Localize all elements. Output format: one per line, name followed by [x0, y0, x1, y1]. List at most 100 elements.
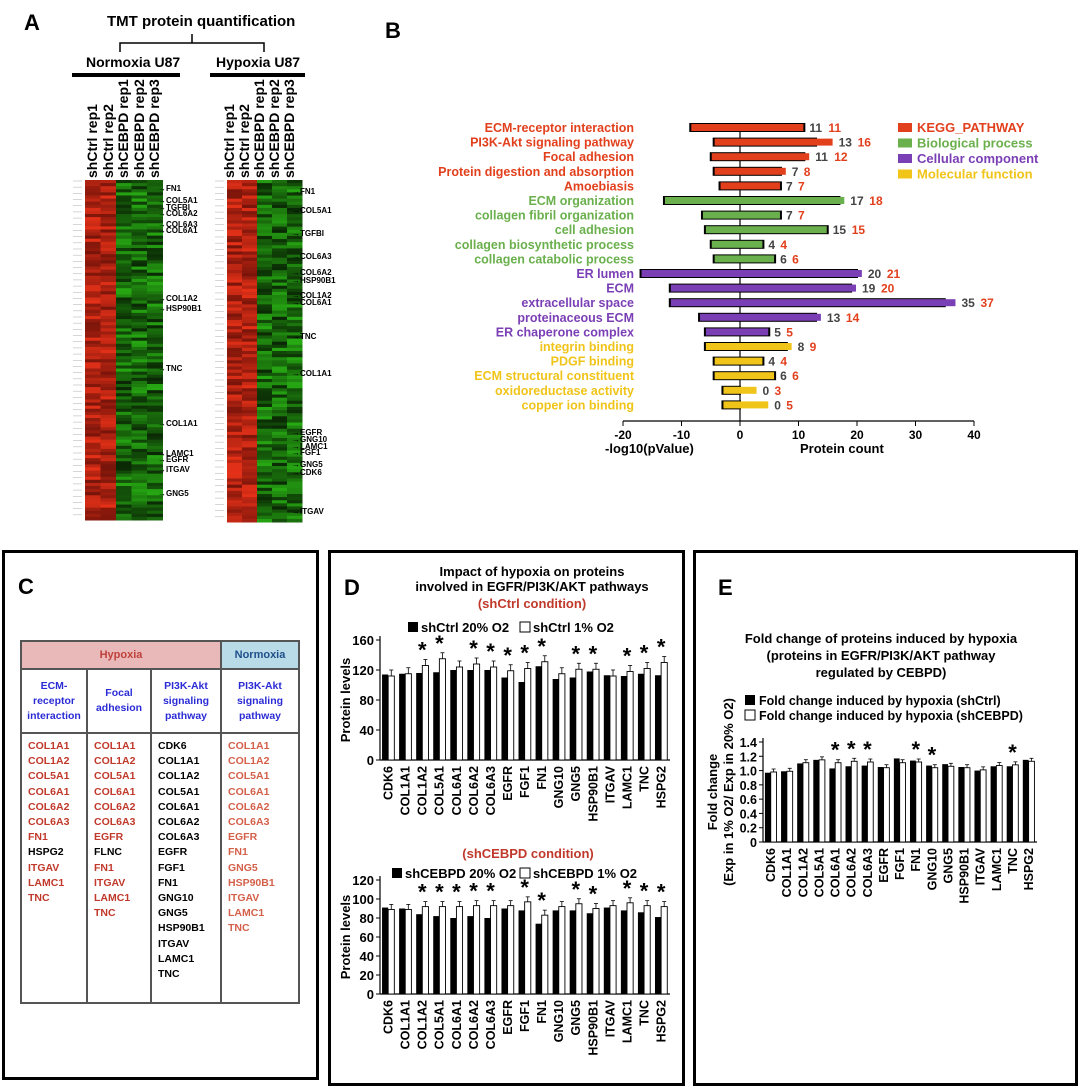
heatmap-cell: [272, 204, 288, 209]
heatmap-cell: [272, 251, 288, 256]
heatmap-cell: [227, 183, 243, 187]
heatmap-cell: [100, 248, 117, 252]
significance-star: *: [486, 879, 495, 904]
heatmap-cell: [131, 226, 148, 230]
heatmap-cell: [147, 377, 163, 382]
count-red: 12: [834, 150, 848, 164]
heatmap-cell: [272, 304, 288, 308]
heatmap-cell: [85, 498, 101, 502]
heatmap1-gene-label: →COL6A2: [158, 209, 198, 218]
heatmap-cell: [116, 408, 132, 413]
count-red: 4: [780, 238, 787, 252]
count-black: 6: [780, 252, 787, 266]
heatmap-cell: [85, 461, 101, 465]
heatmap-cell: [242, 441, 258, 445]
heatmap-cell: [227, 518, 243, 523]
heatmap-cell: [116, 288, 132, 292]
category-label: HSPG2: [655, 1000, 669, 1042]
group-hypoxia-label: Hypoxia U87: [216, 54, 301, 70]
category-label: FN1: [535, 766, 549, 790]
heatmap-cell: [287, 204, 303, 209]
significance-star: *: [863, 737, 872, 762]
heatmap-cell: [227, 422, 243, 427]
heatmap-cell: [116, 390, 132, 394]
heatmap-cell: [116, 473, 132, 478]
heatmap-cell: [116, 254, 132, 258]
heatmap-cell: [227, 326, 243, 330]
heatmap-cell: [257, 310, 273, 315]
gene-name: TNC: [158, 968, 180, 981]
heatmap-cell: [85, 504, 101, 509]
heatmap-cell: [272, 344, 288, 349]
heatmap-cell: [272, 220, 288, 225]
heatmap-cell: [242, 201, 258, 206]
heatmap-cell: [227, 444, 243, 448]
heatmap-cell: [287, 267, 303, 271]
heatmap-cell: [272, 375, 288, 380]
heatmap-cell: [242, 260, 258, 265]
gene-name: LAMC1: [94, 892, 131, 905]
gene-name: CDK6: [158, 740, 187, 752]
bar-series-2: [438, 906, 446, 995]
heatmap-cell: [287, 285, 303, 290]
gene-name: COL6A3: [228, 816, 270, 829]
heatmap-cell: [85, 359, 101, 363]
bar-series-1: [484, 918, 491, 994]
heatmap-cell: [287, 189, 303, 193]
heatmap-cell: [147, 368, 163, 373]
count-red: 14: [846, 311, 860, 325]
heatmap-cell: [85, 340, 101, 345]
heatmap-cell: [147, 433, 163, 438]
heatmap-cell: [131, 201, 148, 206]
heatmap1-gene-label: →LAMC1: [158, 449, 194, 458]
count-black: 4: [768, 238, 775, 252]
heatmap-cell: [147, 495, 163, 499]
heatmap-cell: [287, 447, 303, 451]
gene-name: ITGAV: [228, 892, 260, 905]
heatmap-cell: [242, 186, 258, 190]
heatmap-cell: [116, 346, 132, 351]
heatmap-cell: [272, 260, 288, 265]
heatmap-cell: [116, 396, 132, 400]
heatmap2-gene-label: →TGFBI: [292, 229, 324, 238]
category-label: COL6A1: [450, 1000, 464, 1049]
heatmap-cell: [100, 300, 117, 305]
gene-name: ITGAV: [158, 937, 190, 950]
x-tick-label: 20: [850, 428, 864, 442]
bar-series-2: [404, 673, 412, 761]
chart-subtitle: (shCtrl condition): [478, 596, 586, 611]
heatmap-cell: [227, 251, 243, 256]
heatmap-cell: [147, 455, 163, 459]
heatmap-cell: [242, 310, 258, 315]
heatmap-cell: [287, 180, 303, 184]
heatmap-cell: [227, 403, 243, 408]
heatmap-cell: [131, 439, 148, 444]
count-black: 7: [786, 179, 793, 193]
pathway-table-container: Hypoxia Normoxia ECM-receptor interaction…: [20, 640, 300, 1004]
gene-name: COL6A1: [28, 785, 70, 798]
heatmap-cell: [100, 467, 117, 472]
heatmap-cell: [227, 512, 243, 517]
heatmap-cell: [227, 391, 243, 396]
heatmap-cell: [85, 334, 101, 339]
heatmap-cell: [272, 313, 288, 318]
heatmap-cell: [116, 513, 132, 518]
heatmap-cell: [242, 378, 258, 383]
gene-name: COL6A2: [28, 800, 70, 813]
category-label: CDK6: [382, 1000, 396, 1034]
heatmap-cell: [287, 385, 303, 389]
heatmap-cell: [287, 434, 303, 439]
heatmap-cell: [257, 441, 273, 445]
heatmap-cell: [131, 495, 148, 499]
heatmap-cell: [147, 275, 163, 280]
heatmap-cell: [257, 422, 273, 427]
significance-star: *: [537, 634, 546, 659]
heatmap-cell: [85, 217, 101, 221]
heatmap-cell: [287, 360, 303, 364]
significance-star: *: [1008, 740, 1017, 765]
heatmap-cell: [257, 195, 273, 200]
heatmap-cell: [116, 192, 132, 196]
heatmap-cell: [227, 239, 243, 243]
heatmap-cell: [131, 300, 148, 305]
heatmap-cell: [85, 183, 101, 187]
